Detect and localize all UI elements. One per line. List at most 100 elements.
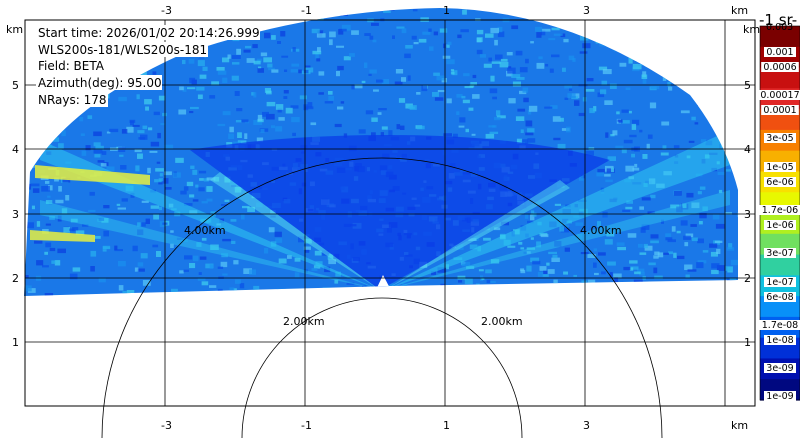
speckle-cell bbox=[622, 209, 631, 212]
speckle-cell bbox=[394, 81, 403, 85]
speckle-cell bbox=[533, 11, 540, 15]
speckle-cell bbox=[300, 293, 305, 296]
speckle-cell bbox=[551, 257, 560, 262]
speckle-cell bbox=[696, 262, 704, 269]
speckle-cell bbox=[618, 120, 623, 124]
plot-frame bbox=[24, 19, 756, 407]
grid-lines bbox=[25, 20, 755, 406]
speckle-cell bbox=[518, 241, 523, 245]
speckle-cell bbox=[102, 246, 111, 249]
speckle-cell bbox=[431, 271, 436, 275]
y-tick-left-2: 2 bbox=[12, 272, 19, 285]
speckle-cell bbox=[184, 255, 193, 260]
speckle-cell bbox=[568, 55, 575, 61]
speckle-cell bbox=[489, 88, 498, 94]
speckle-cell bbox=[497, 26, 503, 33]
speckle-cell bbox=[711, 270, 719, 275]
speckle-cell bbox=[171, 288, 178, 293]
speckle-cell bbox=[517, 108, 526, 112]
speckle-cell bbox=[193, 255, 199, 262]
speckle-cell bbox=[618, 39, 623, 46]
colorbar-labels: 0.001 0.0006 0.00017 0.0001 3e-05 1e-05 6e-06 1… bbox=[758, 47, 800, 402]
speckle-cell bbox=[245, 45, 252, 49]
speckle-cell bbox=[639, 252, 647, 255]
x-unit-top: km bbox=[731, 4, 748, 17]
speckle-cell bbox=[189, 77, 196, 84]
speckle-cell bbox=[465, 128, 469, 133]
speckle-cell bbox=[697, 100, 704, 106]
speckle-cell bbox=[639, 271, 645, 276]
speckle-cell bbox=[478, 269, 484, 272]
speckle-cell bbox=[560, 117, 564, 122]
speckle-cell bbox=[243, 268, 252, 274]
speckle-cell bbox=[680, 110, 690, 114]
speckle-cell bbox=[190, 165, 195, 169]
speckle-cell bbox=[411, 35, 417, 40]
speckle-cell bbox=[57, 248, 66, 254]
colorbar-label-bg bbox=[764, 177, 796, 187]
speckle-cell bbox=[303, 69, 309, 74]
speckle-cell bbox=[141, 200, 149, 203]
speckle-cell bbox=[103, 230, 109, 237]
speckle-cell bbox=[256, 58, 262, 63]
speckle-cell bbox=[318, 92, 324, 95]
speckle-cell bbox=[202, 66, 208, 71]
speckle-cell bbox=[495, 54, 503, 60]
speckle-cell bbox=[677, 46, 683, 49]
speckle-cell bbox=[294, 289, 303, 292]
speckle-cell bbox=[700, 139, 707, 143]
speckle-cell bbox=[281, 55, 289, 58]
speckle-cell bbox=[31, 205, 35, 210]
speckle-cell bbox=[221, 253, 229, 256]
speckle-cell bbox=[697, 25, 702, 28]
speckle-cell bbox=[526, 247, 536, 250]
speckle-cell bbox=[545, 293, 550, 296]
speckle-cell bbox=[405, 103, 413, 109]
speckle-cell bbox=[402, 283, 408, 287]
speckle-cell bbox=[313, 265, 321, 269]
speckle-cell bbox=[489, 131, 499, 134]
speckle-cell bbox=[496, 115, 506, 119]
speckle-cell bbox=[389, 292, 397, 295]
speckle-cell bbox=[30, 183, 40, 187]
speckle-cell bbox=[72, 267, 81, 272]
colorbar-label-bg bbox=[764, 277, 796, 287]
speckle-cell bbox=[405, 45, 413, 49]
speckle-cell bbox=[253, 60, 261, 65]
speckle-cell bbox=[377, 112, 382, 115]
speckle-cell bbox=[137, 229, 144, 236]
speckle-cell bbox=[351, 84, 355, 90]
speckle-cell bbox=[432, 92, 439, 97]
speckle-cell bbox=[623, 266, 631, 271]
speckle-cell bbox=[611, 33, 618, 36]
speckle-cell bbox=[616, 111, 620, 115]
speckle-cell bbox=[57, 215, 62, 222]
speckle-cell bbox=[725, 266, 733, 271]
speckle-cell bbox=[209, 285, 217, 288]
speckle-cell bbox=[556, 23, 560, 27]
speckle-cell bbox=[680, 37, 685, 41]
speckle-cell bbox=[462, 99, 470, 104]
speckle-cell bbox=[587, 254, 596, 258]
speckle-cell bbox=[528, 105, 538, 112]
speckle-cell bbox=[61, 8, 70, 14]
speckle-cell bbox=[710, 251, 718, 257]
speckle-cell bbox=[87, 115, 93, 119]
speckle-cell bbox=[277, 107, 282, 113]
speckle-cell bbox=[737, 72, 738, 77]
speckle-cell bbox=[263, 57, 272, 63]
speckle-cell bbox=[653, 255, 659, 259]
speckle-cell bbox=[322, 287, 331, 294]
speckle-cell bbox=[134, 148, 142, 153]
speckle-cell bbox=[183, 269, 189, 272]
speckle-cell bbox=[222, 77, 228, 83]
speckle-cell bbox=[275, 126, 283, 132]
range-label-inner-right: 2.00km bbox=[481, 315, 523, 328]
speckle-cell bbox=[34, 240, 43, 244]
speckle-cell bbox=[309, 294, 314, 296]
speckle-cell bbox=[409, 105, 417, 110]
speckle-cell bbox=[642, 78, 647, 84]
colorbar-swatch bbox=[760, 67, 800, 89]
speckle-cell bbox=[717, 288, 724, 294]
